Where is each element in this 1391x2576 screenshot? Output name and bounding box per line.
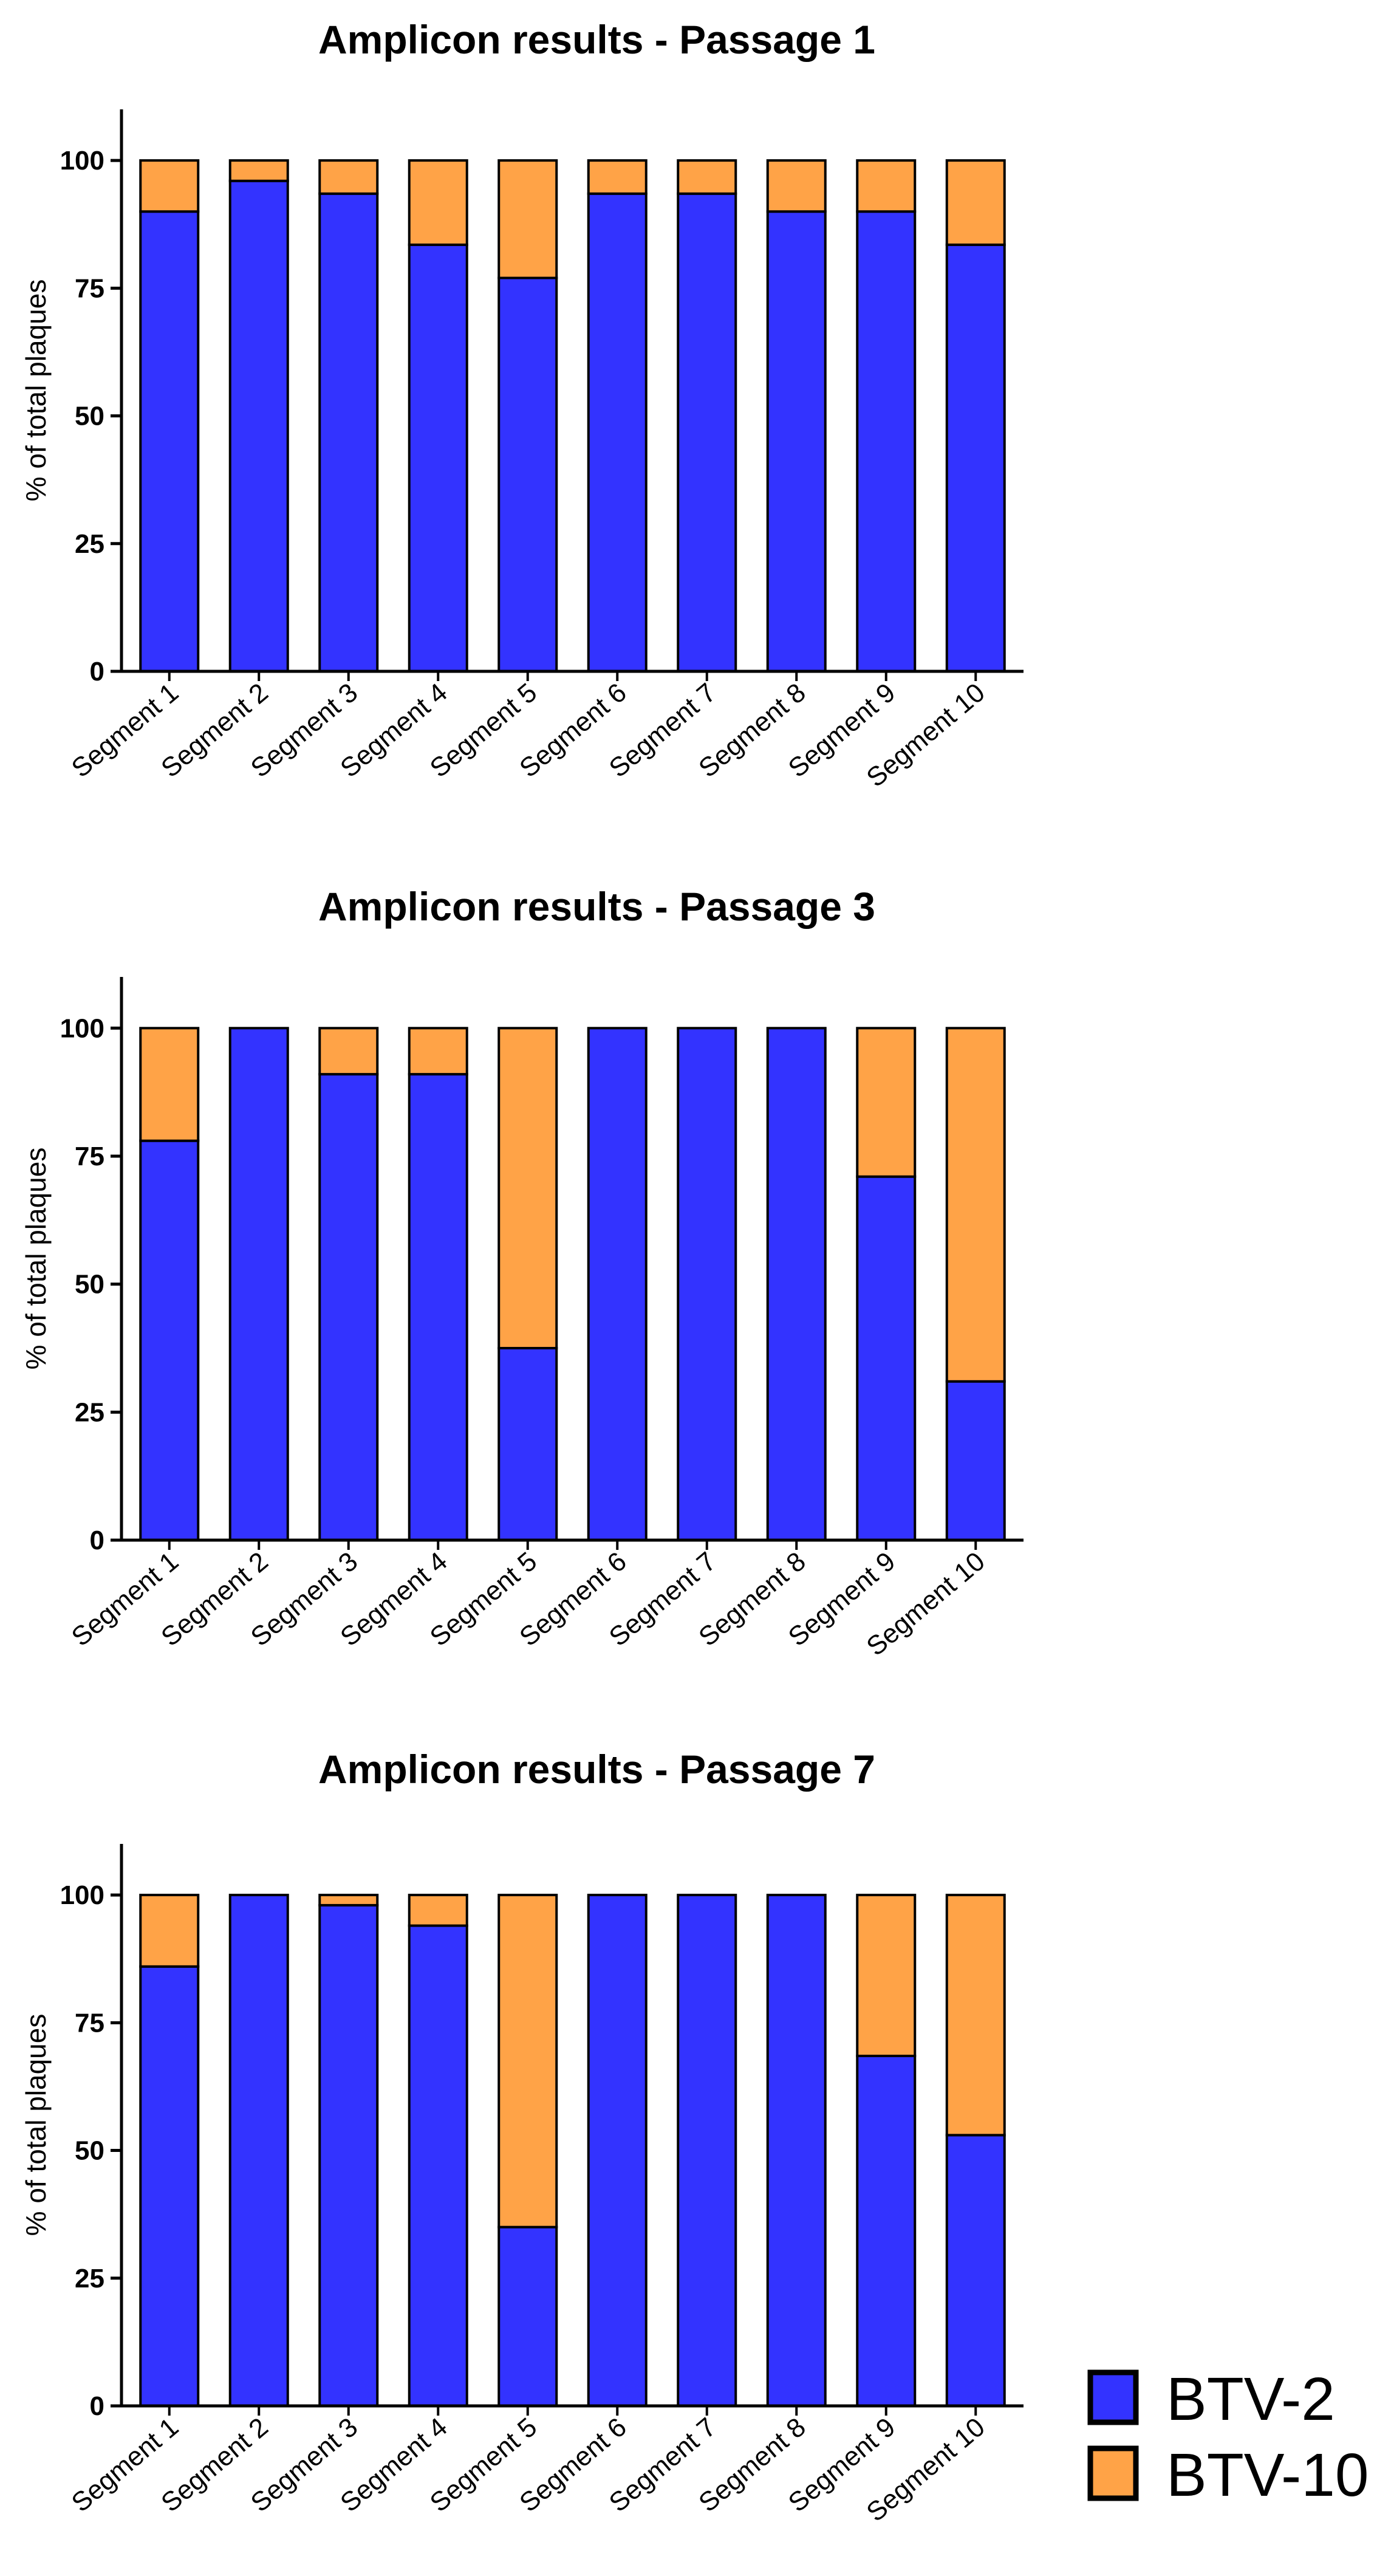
bar-btv-10-segment-7	[677, 159, 737, 195]
bar-btv-2-segment-1	[139, 1965, 200, 2407]
bar-btv-10-segment-10	[945, 1894, 1006, 2137]
chart-panel-2: Amplicon results - Passage 3 % of total p…	[20, 884, 1024, 1662]
y-axis-label: % of total plaques	[20, 279, 52, 502]
chart-title: Amplicon results - Passage 3	[318, 884, 875, 929]
bar-btv-2-segment-2	[228, 1027, 289, 1541]
bar-btv-2-segment-7	[677, 1894, 737, 2407]
bar-btv-2-segment-9	[856, 2054, 917, 2407]
chart-panel-1: Amplicon results - Passage 1 % of total p…	[20, 17, 1024, 793]
bar-btv-10-segment-10	[945, 159, 1006, 246]
bar-btv-10-segment-5	[497, 1027, 558, 1349]
bar-btv-2-segment-7	[677, 192, 737, 673]
legend-label-btv-10: BTV-10	[1166, 2441, 1369, 2509]
y-tick-label: 25	[75, 1397, 104, 1427]
bar-btv-2-segment-8	[766, 210, 827, 673]
legend-swatch-btv-2	[1087, 2369, 1139, 2425]
bar-btv-10-segment-8	[766, 159, 827, 213]
bar-btv-10-segment-9	[856, 1027, 917, 1178]
bar-btv-10-segment-4	[408, 1894, 468, 1927]
bar-btv-10-segment-4	[408, 1027, 468, 1076]
bar-btv-10-segment-3	[318, 1027, 379, 1076]
y-tick-label: 25	[75, 529, 104, 559]
bar-btv-2-segment-8	[766, 1894, 827, 2407]
bar-btv-2-segment-10	[945, 2134, 1006, 2407]
bar-btv-2-segment-2	[228, 179, 289, 673]
chart-title: Amplicon results - Passage 1	[318, 17, 875, 62]
y-tick-label: 100	[60, 146, 104, 176]
bar-btv-2-segment-4	[408, 243, 468, 673]
chart-panel-3: Amplicon results - Passage 7 % of total p…	[20, 1747, 1024, 2527]
bar-btv-10-segment-3	[318, 1894, 379, 1906]
legend-label-btv-2: BTV-2	[1166, 2365, 1335, 2433]
bar-btv-10-segment-5	[497, 159, 558, 279]
bar-btv-2-segment-5	[497, 276, 558, 673]
bar-btv-2-segment-9	[856, 1175, 917, 1542]
bar-btv-2-segment-5	[497, 1346, 558, 1542]
y-axis-label: % of total plaques	[20, 2014, 52, 2236]
y-tick-label: 0	[90, 2391, 104, 2421]
bar-btv-2-segment-8	[766, 1027, 827, 1541]
bar-btv-2-segment-10	[945, 1380, 1006, 1542]
legend-swatch-btv-10	[1087, 2445, 1139, 2501]
bar-btv-2-segment-1	[139, 210, 200, 673]
bar-btv-2-segment-10	[945, 243, 1006, 673]
bar-btv-2-segment-3	[318, 1903, 379, 2408]
bar-btv-10-segment-9	[856, 159, 917, 213]
bar-btv-10-segment-6	[587, 159, 648, 195]
bar-btv-2-segment-9	[856, 210, 917, 673]
bar-btv-10-segment-1	[139, 1027, 200, 1142]
y-tick-label: 100	[60, 1013, 104, 1043]
bar-btv-2-segment-6	[587, 1894, 648, 2407]
bar-btv-10-segment-9	[856, 1894, 917, 2057]
bar-btv-2-segment-6	[587, 1027, 648, 1541]
bar-btv-10-segment-1	[139, 159, 200, 213]
y-tick-label: 75	[75, 1142, 104, 1171]
bar-btv-2-segment-4	[408, 1924, 468, 2407]
legend: BTV-2 BTV-10	[1087, 2365, 1369, 2509]
y-tick-label: 100	[60, 1880, 104, 1910]
bar-btv-2-segment-4	[408, 1073, 468, 1541]
bar-btv-10-segment-10	[945, 1027, 1006, 1383]
bar-btv-2-segment-6	[587, 192, 648, 673]
bar-btv-2-segment-1	[139, 1139, 200, 1541]
bar-btv-10-segment-2	[228, 159, 289, 182]
bar-btv-10-segment-5	[497, 1894, 558, 2228]
y-tick-label: 0	[90, 1526, 104, 1555]
bar-btv-2-segment-2	[228, 1894, 289, 2407]
y-tick-label: 75	[75, 2008, 104, 2038]
y-tick-label: 25	[75, 2264, 104, 2293]
chart-title: Amplicon results - Passage 7	[318, 1747, 875, 1792]
y-tick-label: 50	[75, 1270, 104, 1300]
y-tick-label: 0	[90, 657, 104, 687]
bar-btv-2-segment-7	[677, 1027, 737, 1541]
y-tick-label: 50	[75, 2136, 104, 2166]
bar-btv-2-segment-5	[497, 2225, 558, 2408]
bar-btv-10-segment-3	[318, 159, 379, 195]
y-tick-label: 75	[75, 273, 104, 303]
bar-btv-10-segment-4	[408, 159, 468, 246]
y-axis-label: % of total plaques	[20, 1148, 52, 1370]
bar-btv-2-segment-3	[318, 1073, 379, 1541]
y-tick-label: 50	[75, 402, 104, 431]
bar-btv-2-segment-3	[318, 192, 379, 673]
bar-btv-10-segment-1	[139, 1894, 200, 1968]
